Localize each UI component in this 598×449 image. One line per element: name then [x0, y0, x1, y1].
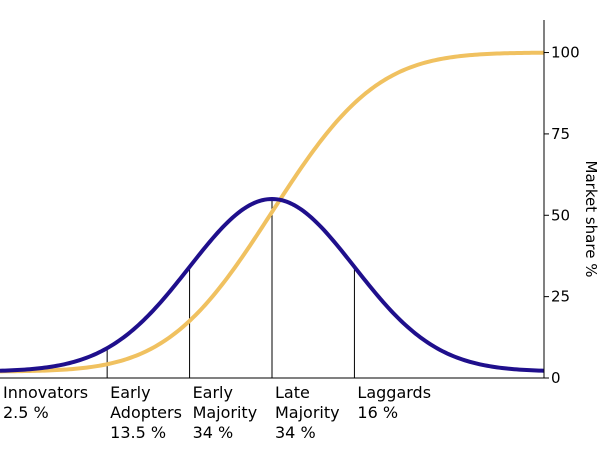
y-tick-label: 25	[551, 288, 570, 306]
segment-label-line: Late	[275, 383, 310, 402]
segment-label-line: Early	[193, 383, 233, 402]
segment-label-line: Adopters	[110, 403, 182, 422]
y-tick-label: 100	[551, 44, 580, 62]
segment-label: Laggards 16 %	[357, 383, 431, 422]
segment-label-line: 13.5 %	[110, 423, 166, 442]
segment-label-line: 16 %	[357, 403, 398, 422]
y-tick-label: 0	[551, 369, 561, 387]
segment-label-line: Innovators	[3, 383, 88, 402]
segment-label-line: 2.5 %	[3, 403, 49, 422]
segment-label-line: Early	[110, 383, 150, 402]
segment-dividers	[106, 199, 355, 378]
y-axis-title: Market share %	[582, 161, 598, 278]
segment-label-line: 34 %	[275, 423, 316, 442]
segment-labels: Innovators 2.5 %Early Adopters 13.5 %Early M…	[3, 383, 431, 442]
segment-label-line: Majority	[193, 403, 258, 422]
segment-label: Early Majority 34 %	[193, 383, 258, 442]
segment-label: Late Majority 34 %	[275, 383, 340, 442]
cumulative-market-share-curve	[0, 50, 545, 374]
y-axis-ticks: 0 25 50 75 100	[544, 44, 580, 387]
segment-label: Early Adopters 13.5 %	[110, 383, 182, 442]
y-tick-label: 50	[551, 206, 570, 224]
segment-label: Innovators 2.5 %	[3, 383, 88, 422]
segment-label-line: 34 %	[193, 423, 234, 442]
segment-label-line: Majority	[275, 403, 340, 422]
y-tick-label: 75	[551, 125, 570, 143]
adoption-bell-curve	[0, 196, 545, 373]
segment-label-line: Laggards	[357, 383, 431, 402]
